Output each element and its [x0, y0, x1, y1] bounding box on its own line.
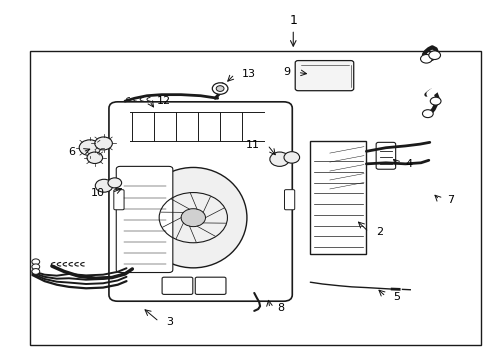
Circle shape [95, 137, 112, 150]
Text: 8: 8 [277, 303, 284, 314]
Ellipse shape [140, 167, 246, 268]
Circle shape [429, 97, 440, 105]
Text: 9: 9 [283, 67, 290, 77]
Circle shape [87, 152, 102, 163]
Circle shape [269, 152, 289, 166]
Text: 1: 1 [289, 14, 297, 27]
Circle shape [284, 152, 299, 163]
Bar [30, 51, 480, 345]
FancyBboxPatch shape [114, 190, 124, 210]
Text: 2: 2 [375, 227, 383, 237]
Circle shape [428, 51, 440, 59]
Circle shape [108, 178, 122, 188]
Text: 12: 12 [157, 96, 170, 106]
FancyBboxPatch shape [162, 277, 192, 294]
Circle shape [216, 86, 224, 91]
FancyBboxPatch shape [375, 142, 395, 169]
Bar [310, 140, 366, 253]
FancyBboxPatch shape [295, 60, 353, 91]
Text: 5: 5 [392, 292, 399, 302]
FancyBboxPatch shape [116, 166, 172, 273]
Circle shape [212, 83, 227, 94]
Circle shape [422, 110, 432, 118]
Circle shape [32, 264, 40, 270]
Text: 11: 11 [245, 140, 260, 150]
Circle shape [420, 54, 431, 63]
Text: 4: 4 [405, 159, 412, 169]
Text: 6: 6 [68, 147, 75, 157]
Text: 3: 3 [166, 317, 173, 327]
Text: 13: 13 [242, 69, 256, 79]
Text: 7: 7 [446, 195, 453, 205]
Text: 10: 10 [90, 188, 104, 198]
Circle shape [95, 179, 113, 192]
FancyBboxPatch shape [284, 190, 294, 210]
Circle shape [32, 259, 40, 265]
Circle shape [79, 140, 101, 156]
FancyBboxPatch shape [195, 277, 225, 294]
FancyBboxPatch shape [109, 102, 292, 301]
Circle shape [181, 209, 205, 226]
Circle shape [32, 269, 40, 274]
